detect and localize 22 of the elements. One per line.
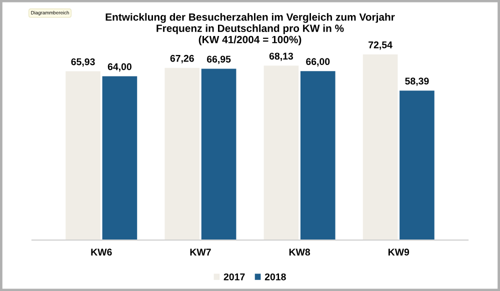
bar bbox=[400, 90, 434, 240]
bar bbox=[164, 68, 200, 240]
bar bbox=[102, 76, 138, 240]
legend-label: 2018 bbox=[264, 273, 286, 280]
data-label: 68,13 bbox=[269, 52, 294, 61]
data-label: 67,26 bbox=[170, 54, 194, 64]
data-label: 72,54 bbox=[368, 41, 392, 50]
x-tick-label: KW7 bbox=[190, 248, 211, 256]
data-label: 66,95 bbox=[206, 56, 231, 64]
data-label: 58,39 bbox=[405, 78, 429, 86]
data-label: 64,00 bbox=[108, 63, 132, 72]
bar bbox=[66, 71, 100, 240]
data-label: 66,00 bbox=[306, 58, 330, 66]
x-tick-label: KW9 bbox=[388, 248, 410, 256]
data-label: 65,93 bbox=[71, 58, 95, 67]
bar bbox=[362, 54, 398, 240]
x-tick-label: KW8 bbox=[289, 248, 310, 256]
bar bbox=[300, 71, 336, 240]
legend-label: 2017 bbox=[224, 273, 245, 280]
bar bbox=[201, 68, 236, 240]
bar bbox=[264, 66, 299, 240]
x-tick-label: KW6 bbox=[91, 248, 112, 256]
